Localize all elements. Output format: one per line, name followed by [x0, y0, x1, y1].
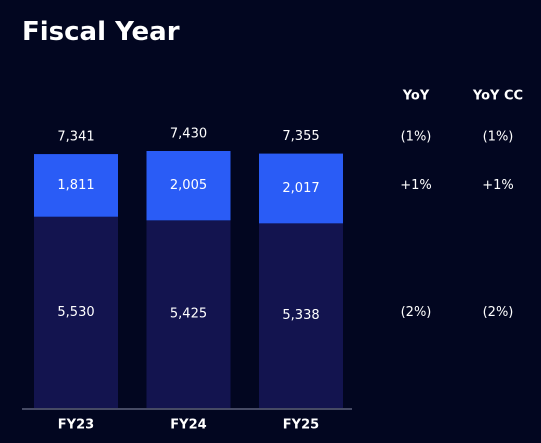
- total-label: 7,341: [57, 130, 94, 145]
- x-tick-label: FY25: [283, 418, 319, 433]
- total-label: 7,430: [170, 127, 207, 142]
- bar-segment: [34, 216, 118, 408]
- bar-segment: [259, 153, 343, 224]
- bar-segment: [34, 154, 118, 217]
- bar-segment: [146, 220, 231, 408]
- table-cell: (2%): [401, 305, 432, 320]
- table-cell: +1%: [482, 178, 514, 193]
- value-label: 5,530: [57, 305, 94, 320]
- total-label: 7,355: [282, 129, 319, 144]
- x-tick-label: FY24: [170, 418, 206, 433]
- x-tick-label: FY23: [58, 418, 94, 433]
- value-label: 2,017: [282, 181, 319, 196]
- value-label: 5,338: [282, 308, 319, 323]
- value-label: 1,811: [57, 178, 94, 193]
- table-cell: (1%): [401, 130, 432, 145]
- value-label: 2,005: [170, 178, 207, 193]
- table-header: YoY CC: [472, 89, 523, 104]
- bar-segment: [259, 223, 343, 408]
- table-cell: (2%): [483, 305, 514, 320]
- table-cell: (1%): [483, 130, 514, 145]
- table-header: YoY: [402, 89, 430, 104]
- value-label: 5,425: [170, 307, 207, 322]
- table-cell: +1%: [400, 178, 432, 193]
- chart-title: Fiscal Year: [22, 17, 180, 47]
- bar-segment: [146, 151, 231, 221]
